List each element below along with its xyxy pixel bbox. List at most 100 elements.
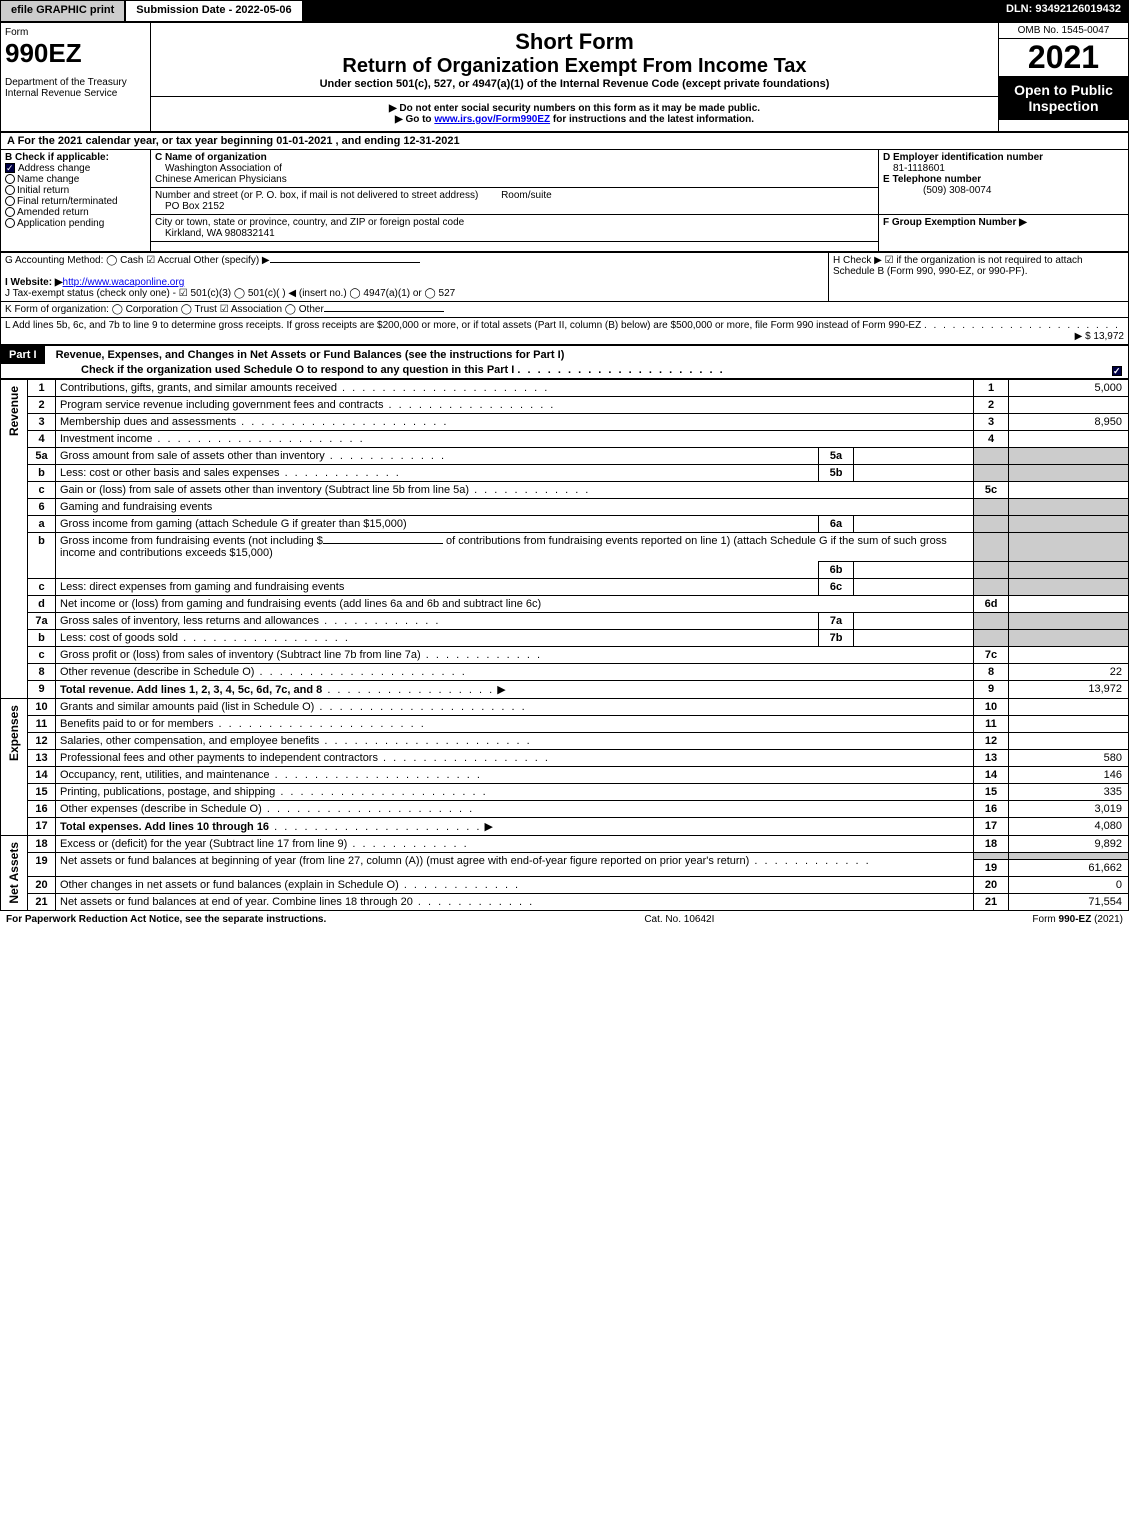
expenses-label: Expenses — [5, 701, 23, 765]
ln-17-box: 17 — [974, 818, 1009, 836]
revenue-label: Revenue — [5, 382, 23, 440]
chk-initial-return[interactable] — [5, 185, 15, 195]
ln-10-box: 10 — [974, 699, 1009, 716]
ln-12-num: 12 — [28, 733, 56, 750]
chk-pending[interactable] — [5, 218, 15, 228]
ln-5a-num: 5a — [28, 448, 56, 465]
ln-8-box: 8 — [974, 664, 1009, 681]
ln-7c-num: c — [28, 647, 56, 664]
footer: For Paperwork Reduction Act Notice, see … — [0, 911, 1129, 928]
org-name: Washington Association of Chinese Americ… — [155, 163, 287, 185]
ln-21-box: 21 — [974, 893, 1009, 910]
ln-6d-box: 6d — [974, 596, 1009, 613]
ln-13-box: 13 — [974, 750, 1009, 767]
ln-6a-text: Gross income from gaming (attach Schedul… — [60, 518, 407, 530]
ln-2-num: 2 — [28, 397, 56, 414]
part1-checkbox[interactable] — [1112, 366, 1122, 376]
ln-2-box: 2 — [974, 397, 1009, 414]
chk-address-change[interactable] — [5, 163, 15, 173]
footer-right: Form 990-EZ (2021) — [1032, 914, 1123, 925]
ln-11-num: 11 — [28, 716, 56, 733]
footer-left: For Paperwork Reduction Act Notice, see … — [6, 914, 326, 925]
f-label: F Group Exemption Number ▶ — [883, 217, 1027, 228]
b-item-2: Initial return — [17, 185, 69, 196]
part1-label: Part I — [1, 346, 45, 364]
b-label: B Check if applicable: — [5, 152, 109, 163]
ln-18-text: Excess or (deficit) for the year (Subtra… — [60, 838, 347, 850]
ln-19-val: 61,662 — [1009, 859, 1129, 876]
efile-print-button[interactable]: efile GRAPHIC print — [0, 0, 125, 22]
submission-date: Submission Date - 2022-05-06 — [125, 0, 302, 22]
dln-label: DLN: 93492126019432 — [998, 0, 1129, 22]
website-link[interactable]: http://www.wacaponline.org — [63, 277, 185, 288]
ln-2-val — [1009, 397, 1129, 414]
ln-8-num: 8 — [28, 664, 56, 681]
ln-16-text: Other expenses (describe in Schedule O) — [60, 803, 262, 815]
ln-5c-box: 5c — [974, 482, 1009, 499]
ln-6d-text: Net income or (loss) from gaming and fun… — [60, 598, 541, 610]
i-label: I Website: ▶ — [5, 277, 63, 288]
ln-3-text: Membership dues and assessments — [60, 416, 236, 428]
ln-5b-ib: 5b — [819, 465, 854, 482]
ln-7a-ib: 7a — [819, 613, 854, 630]
ln-17-num: 17 — [28, 818, 56, 836]
ln-15-box: 15 — [974, 784, 1009, 801]
b-item-0: Address change — [18, 163, 90, 174]
ln-21-text: Net assets or fund balances at end of ye… — [60, 896, 413, 908]
ln-2-text: Program service revenue including govern… — [60, 399, 383, 411]
part1-title: Revenue, Expenses, and Changes in Net As… — [48, 349, 565, 361]
ln-7c-text: Gross profit or (loss) from sales of inv… — [60, 649, 421, 661]
ln-15-num: 15 — [28, 784, 56, 801]
ln-7b-num: b — [28, 630, 56, 647]
ln-4-num: 4 — [28, 431, 56, 448]
ln-4-box: 4 — [974, 431, 1009, 448]
part1-header: Part I Revenue, Expenses, and Changes in… — [0, 345, 1129, 379]
ln-12-box: 12 — [974, 733, 1009, 750]
phone: (509) 308-0074 — [923, 185, 991, 196]
ln-9-num: 9 — [28, 681, 56, 699]
ln-17-text: Total expenses. Add lines 10 through 16 — [60, 821, 269, 833]
ln-16-val: 3,019 — [1009, 801, 1129, 818]
form-header: Form 990EZ Department of the Treasury In… — [0, 22, 1129, 132]
ln-5b-text: Less: cost or other basis and sales expe… — [60, 467, 280, 479]
ln-21-num: 21 — [28, 893, 56, 910]
ln-6a-ib: 6a — [819, 516, 854, 533]
chk-name-change[interactable] — [5, 174, 15, 184]
ln-10-num: 10 — [28, 699, 56, 716]
d-label: D Employer identification number — [883, 152, 1043, 163]
main-title: Return of Organization Exempt From Incom… — [157, 55, 992, 78]
part1-check: Check if the organization used Schedule … — [1, 364, 514, 376]
ln-14-box: 14 — [974, 767, 1009, 784]
ln-6-text: Gaming and fundraising events — [56, 499, 974, 516]
chk-final-return[interactable] — [5, 196, 15, 206]
ln-21-val: 71,554 — [1009, 893, 1129, 910]
footer-cat: Cat. No. 10642I — [326, 914, 1032, 925]
form-label: Form — [5, 27, 146, 38]
short-form-title: Short Form — [157, 29, 992, 55]
ln-1-box: 1 — [974, 380, 1009, 397]
section-abcd: A For the 2021 calendar year, or tax yea… — [0, 132, 1129, 252]
ln-14-val: 146 — [1009, 767, 1129, 784]
ln-6c-ib: 6c — [819, 579, 854, 596]
irs-link[interactable]: www.irs.gov/Form990EZ — [434, 114, 550, 125]
lines-table: Revenue 1 Contributions, gifts, grants, … — [0, 379, 1129, 911]
ln-19-num: 19 — [28, 853, 56, 877]
b-item-5: Application pending — [17, 218, 104, 229]
ln-19-text: Net assets or fund balances at beginning… — [60, 855, 749, 867]
ln-13-text: Professional fees and other payments to … — [60, 752, 378, 764]
ln-19-box: 19 — [974, 859, 1009, 876]
ln-7b-text: Less: cost of goods sold — [60, 632, 178, 644]
ln-7c-box: 7c — [974, 647, 1009, 664]
ln-3-box: 3 — [974, 414, 1009, 431]
ln-16-num: 16 — [28, 801, 56, 818]
subtitle: Under section 501(c), 527, or 4947(a)(1)… — [157, 78, 992, 90]
line-k: K Form of organization: ◯ Corporation ◯ … — [5, 304, 324, 315]
street: PO Box 2152 — [165, 201, 224, 212]
netassets-label: Net Assets — [5, 838, 23, 908]
line-g: G Accounting Method: ◯ Cash ☑ Accrual Ot… — [5, 255, 270, 266]
ln-7b-ib: 7b — [819, 630, 854, 647]
ln-11-box: 11 — [974, 716, 1009, 733]
ln-1-num: 1 — [28, 380, 56, 397]
ln-6d-num: d — [28, 596, 56, 613]
chk-amended[interactable] — [5, 207, 15, 217]
